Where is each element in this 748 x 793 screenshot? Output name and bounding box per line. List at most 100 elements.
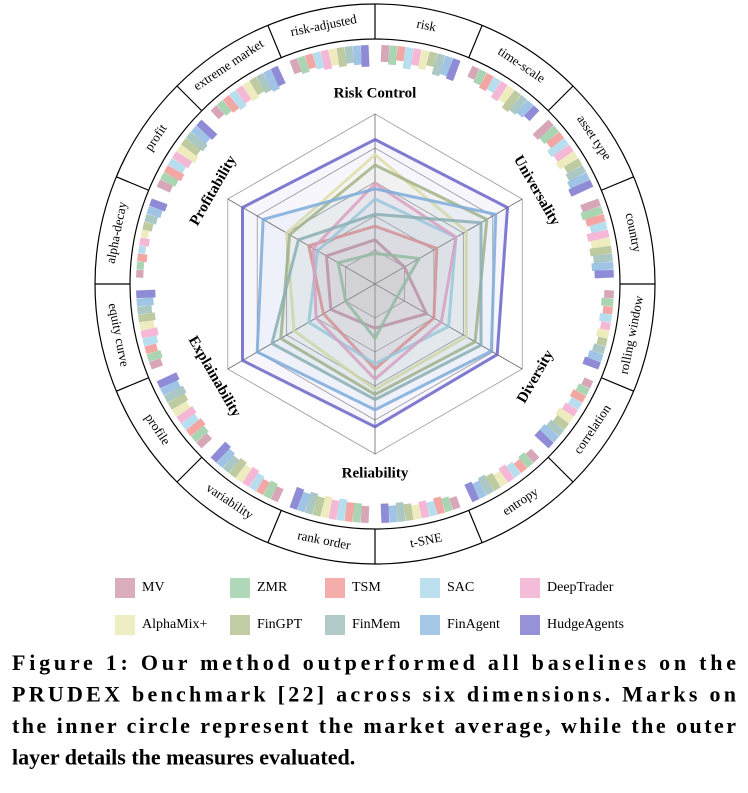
measure-tile xyxy=(395,502,406,522)
measure-tile xyxy=(498,464,515,483)
measure-tile xyxy=(602,305,613,315)
ring-separator xyxy=(468,510,483,543)
measure-tile xyxy=(552,415,569,430)
measure-tile xyxy=(485,472,501,492)
measure-tile xyxy=(590,237,611,249)
measure-tile xyxy=(139,237,150,247)
measure-tile xyxy=(312,496,325,517)
ring-separator xyxy=(176,456,203,483)
measure-tile xyxy=(297,55,310,74)
measure-label: rolling window xyxy=(616,294,646,376)
measure-tile xyxy=(140,229,150,239)
measure-tile xyxy=(532,119,554,140)
series-line xyxy=(311,181,458,382)
measure-tile xyxy=(210,441,231,463)
measure-tile xyxy=(137,253,148,263)
measure-tile xyxy=(249,76,265,96)
legend-label: DeepTrader xyxy=(547,580,614,595)
caption-line: Figure 1: Our method outperformed all ba… xyxy=(12,650,736,675)
measure-tile xyxy=(163,385,187,403)
measure-label: alpha-decay xyxy=(103,200,130,265)
legend-label: FinGPT xyxy=(257,617,303,632)
axis-label: Reliability xyxy=(342,465,409,481)
measure-tile xyxy=(270,485,284,503)
measure-tile xyxy=(146,206,163,218)
measure-tile xyxy=(328,48,340,67)
measure-tile xyxy=(506,461,521,478)
measure-tile xyxy=(304,53,317,70)
measure-tile xyxy=(467,65,480,80)
measure-tile xyxy=(289,58,302,75)
measure-tile xyxy=(242,80,260,102)
legend-swatch xyxy=(325,615,345,635)
measure-tile xyxy=(336,498,348,522)
ring-separator xyxy=(116,176,149,191)
measure-tile xyxy=(599,313,613,323)
measure-tile xyxy=(593,253,613,264)
legend-label: MV xyxy=(142,580,165,595)
measure-tile xyxy=(569,389,587,403)
measure-tile xyxy=(167,393,189,410)
legend-label: ZMR xyxy=(257,580,288,595)
measure-tile xyxy=(553,144,574,162)
measure-tile xyxy=(176,144,199,164)
series-line xyxy=(270,212,483,402)
measure-label: time-scale xyxy=(495,43,548,85)
measure-tile xyxy=(137,305,153,315)
measure-tile xyxy=(555,407,574,424)
spoke xyxy=(227,283,376,370)
measure-tile xyxy=(596,328,610,339)
measure-tile xyxy=(546,131,565,149)
measure-tile xyxy=(586,229,610,242)
measure-tile xyxy=(539,125,560,144)
series-line xyxy=(306,224,439,372)
measure-label: equity curve xyxy=(105,302,132,369)
spoke xyxy=(227,198,376,285)
measure-tile xyxy=(388,505,398,523)
measure-tile xyxy=(546,419,565,437)
measure-label: rank order xyxy=(296,527,352,552)
measure-tile xyxy=(196,119,218,140)
measure-tile xyxy=(580,198,601,213)
caption-line: PRUDEX benchmark [22] across six dimensi… xyxy=(12,682,736,707)
measure-tile xyxy=(263,69,281,92)
legend-swatch xyxy=(115,615,135,635)
measure-tile xyxy=(181,413,200,430)
measure-tile xyxy=(229,90,247,111)
measure-tile xyxy=(388,45,398,66)
measure-tile xyxy=(210,105,225,120)
measure-tile xyxy=(539,424,560,443)
legend-swatch xyxy=(325,578,345,598)
measure-tile xyxy=(142,335,159,347)
measure-tile xyxy=(498,85,515,104)
measure-tile xyxy=(222,455,240,474)
legend-swatch xyxy=(115,578,135,598)
measure-tile xyxy=(604,290,614,299)
measure-tile xyxy=(594,269,614,279)
axis-label: Diversity xyxy=(514,347,557,406)
measure-tile xyxy=(501,90,521,112)
measure-tile xyxy=(513,458,528,474)
measure-tile xyxy=(596,336,608,347)
measure-tile xyxy=(190,125,211,144)
measure-tile xyxy=(140,327,159,339)
measure-tile xyxy=(263,480,278,499)
measure-tile xyxy=(171,401,191,417)
measure-tile xyxy=(431,53,446,77)
measure-tile xyxy=(136,289,156,299)
measure-tile xyxy=(156,372,180,389)
measure-tile xyxy=(478,72,494,92)
measure-tile xyxy=(490,80,508,102)
measure-tile xyxy=(402,46,414,70)
measure-tile xyxy=(561,402,579,417)
measure-tile xyxy=(410,48,422,67)
measure-tile xyxy=(585,213,606,227)
measure-tile xyxy=(289,486,305,510)
legend-label: SAC xyxy=(447,580,474,595)
ring-separator xyxy=(116,377,149,392)
measure-tile xyxy=(136,297,154,307)
measure-tile xyxy=(160,172,179,187)
measure-tile xyxy=(523,105,540,122)
measure-tile xyxy=(396,46,406,62)
measure-tile xyxy=(156,179,174,193)
